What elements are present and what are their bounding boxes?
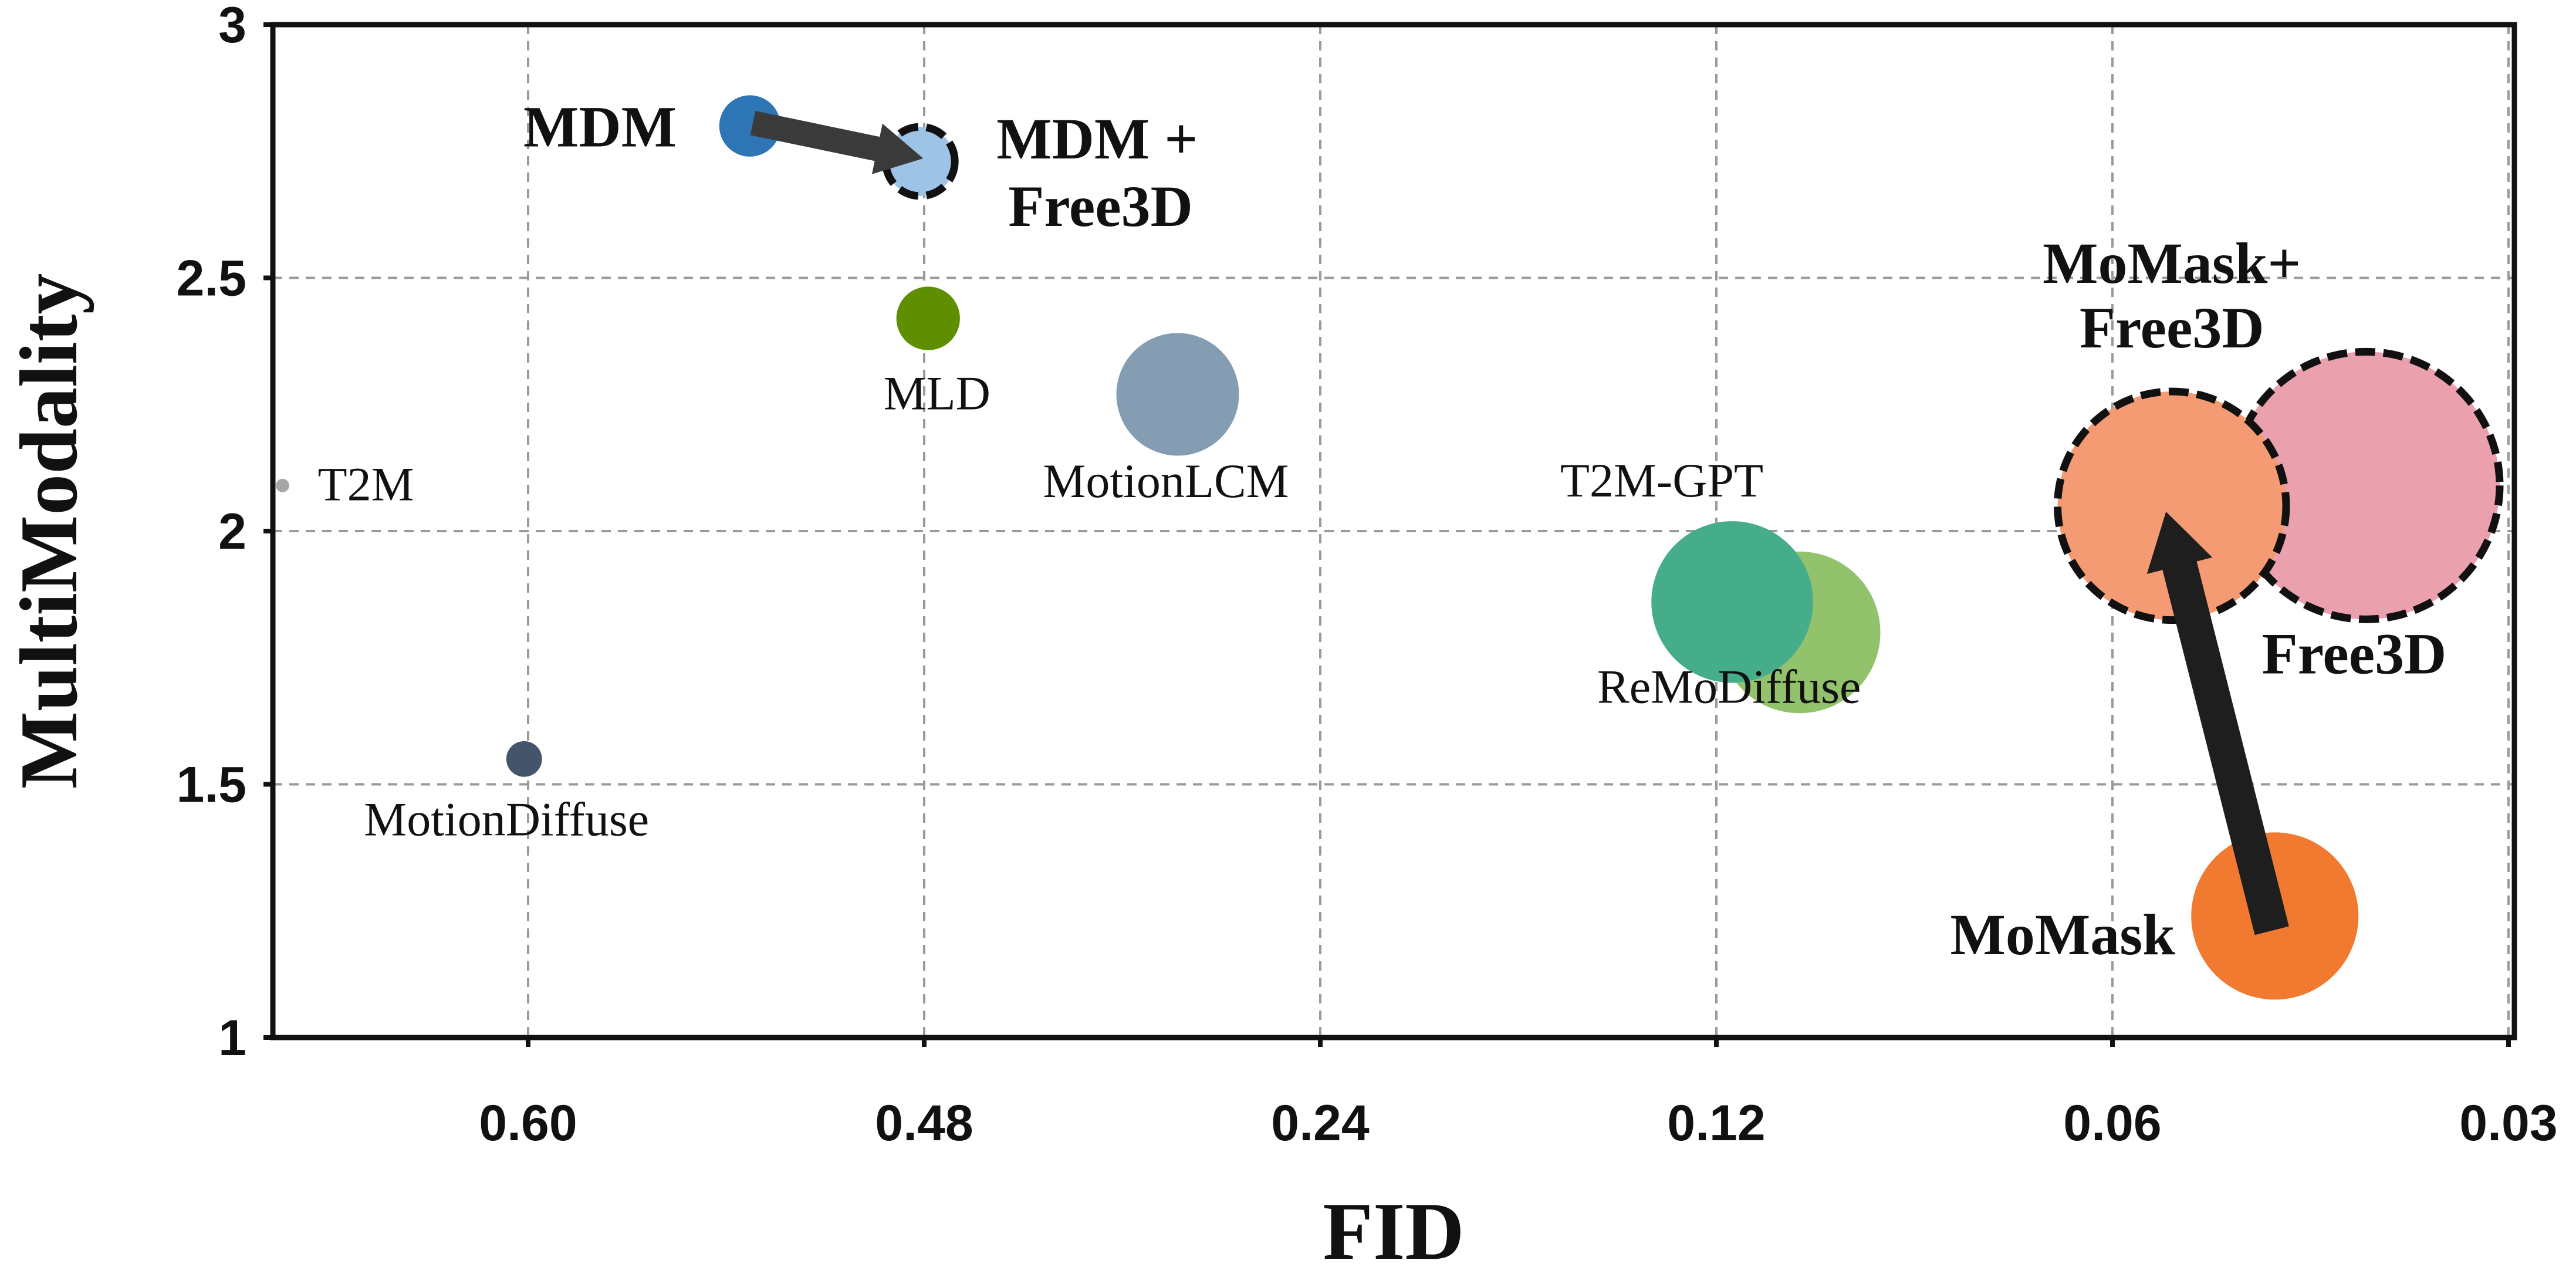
bubbles bbox=[276, 95, 2504, 1000]
label-mdm: MDM bbox=[523, 94, 677, 160]
label-mdm-free3d: MDM + Free3D bbox=[996, 106, 1198, 239]
label-t2m-gpt: T2M-GPT bbox=[1560, 454, 1763, 507]
y-tick-label: 3 bbox=[218, 0, 246, 53]
label-mld: MLD bbox=[884, 367, 990, 420]
bubble-motiondiffuse bbox=[506, 741, 542, 777]
arrows bbox=[750, 111, 2289, 935]
x-tick-label: 0.48 bbox=[875, 1095, 973, 1151]
label-line: Free3D bbox=[2080, 295, 2264, 360]
y-tick-label: 1.5 bbox=[176, 757, 246, 813]
y-axis-title: MultiModality bbox=[4, 273, 94, 789]
bubble-t2m-gpt bbox=[1651, 521, 1813, 683]
x-axis-ticks: 0.60 0.48 0.24 0.12 0.06 0.03 bbox=[479, 1038, 2558, 1151]
bubble-t2m bbox=[276, 478, 289, 492]
grid-lines bbox=[273, 25, 2514, 1038]
bubble-free3d bbox=[2228, 347, 2504, 623]
y-tick-label: 2.5 bbox=[176, 251, 246, 307]
arrow-momask bbox=[2146, 511, 2289, 935]
label-momask: MoMask bbox=[1950, 902, 2175, 967]
label-motiondiffuse: MotionDiffuse bbox=[364, 792, 649, 846]
label-free3d: Free3D bbox=[2262, 621, 2447, 686]
bubble-mdm bbox=[719, 95, 781, 157]
label-momask-free3d: MoMask+ Free3D bbox=[2043, 231, 2301, 360]
label-motionlcm: MotionLCM bbox=[1043, 454, 1289, 508]
label-line: Free3D bbox=[1008, 174, 1193, 239]
x-axis-title: FID bbox=[1323, 1186, 1464, 1267]
bubble-mld bbox=[896, 286, 960, 350]
x-tick-label: 0.06 bbox=[2063, 1095, 2161, 1151]
bubble-momask-free3d bbox=[2054, 387, 2290, 624]
label-line: MoMask+ bbox=[2043, 231, 2301, 296]
x-tick-label: 0.24 bbox=[1271, 1095, 1370, 1151]
arrow-mdm bbox=[750, 111, 924, 174]
label-remodiffuse: ReMoDiffuse bbox=[1597, 660, 1861, 714]
y-axis-ticks: 1 1.5 2 2.5 3 bbox=[176, 0, 273, 1066]
y-tick-label: 1 bbox=[218, 1010, 246, 1066]
bubble-motionlcm bbox=[1116, 333, 1239, 456]
label-line: MDM + bbox=[996, 106, 1198, 171]
x-tick-label: 0.12 bbox=[1667, 1095, 1765, 1151]
y-tick-label: 2 bbox=[218, 504, 246, 560]
label-t2m: T2M bbox=[318, 457, 414, 511]
x-tick-label: 0.03 bbox=[2459, 1095, 2557, 1151]
x-tick-label: 0.60 bbox=[479, 1095, 577, 1151]
